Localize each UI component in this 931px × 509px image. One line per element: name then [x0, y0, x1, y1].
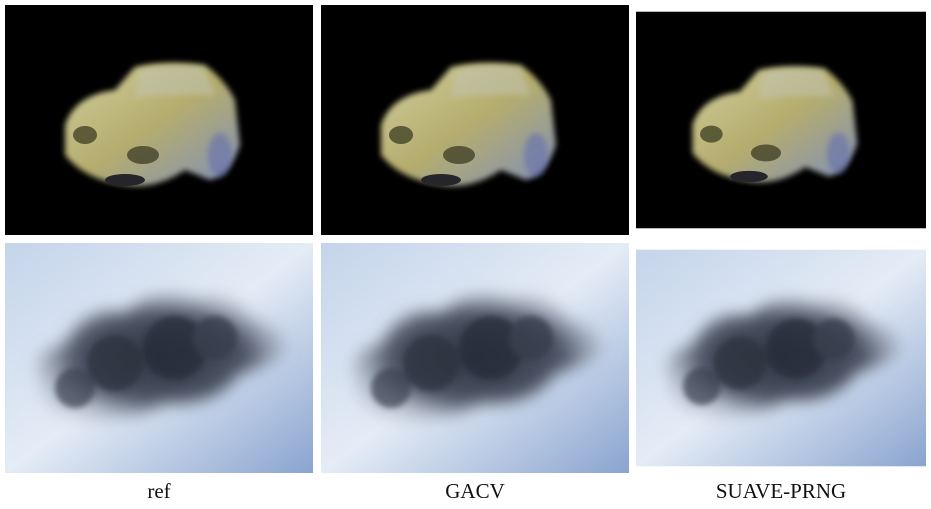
caption: SUAVE-PRNG	[716, 479, 846, 503]
caption: GACV	[445, 479, 505, 503]
image-car-suave	[636, 12, 926, 229]
caption: ref	[147, 479, 170, 503]
image-car-gacv	[321, 5, 629, 235]
image-cloud-gacv	[321, 243, 629, 473]
image-grid	[5, 5, 926, 473]
image-cloud-suave	[636, 250, 926, 467]
image-car-ref	[5, 5, 313, 235]
image-cloud-ref	[5, 243, 313, 473]
